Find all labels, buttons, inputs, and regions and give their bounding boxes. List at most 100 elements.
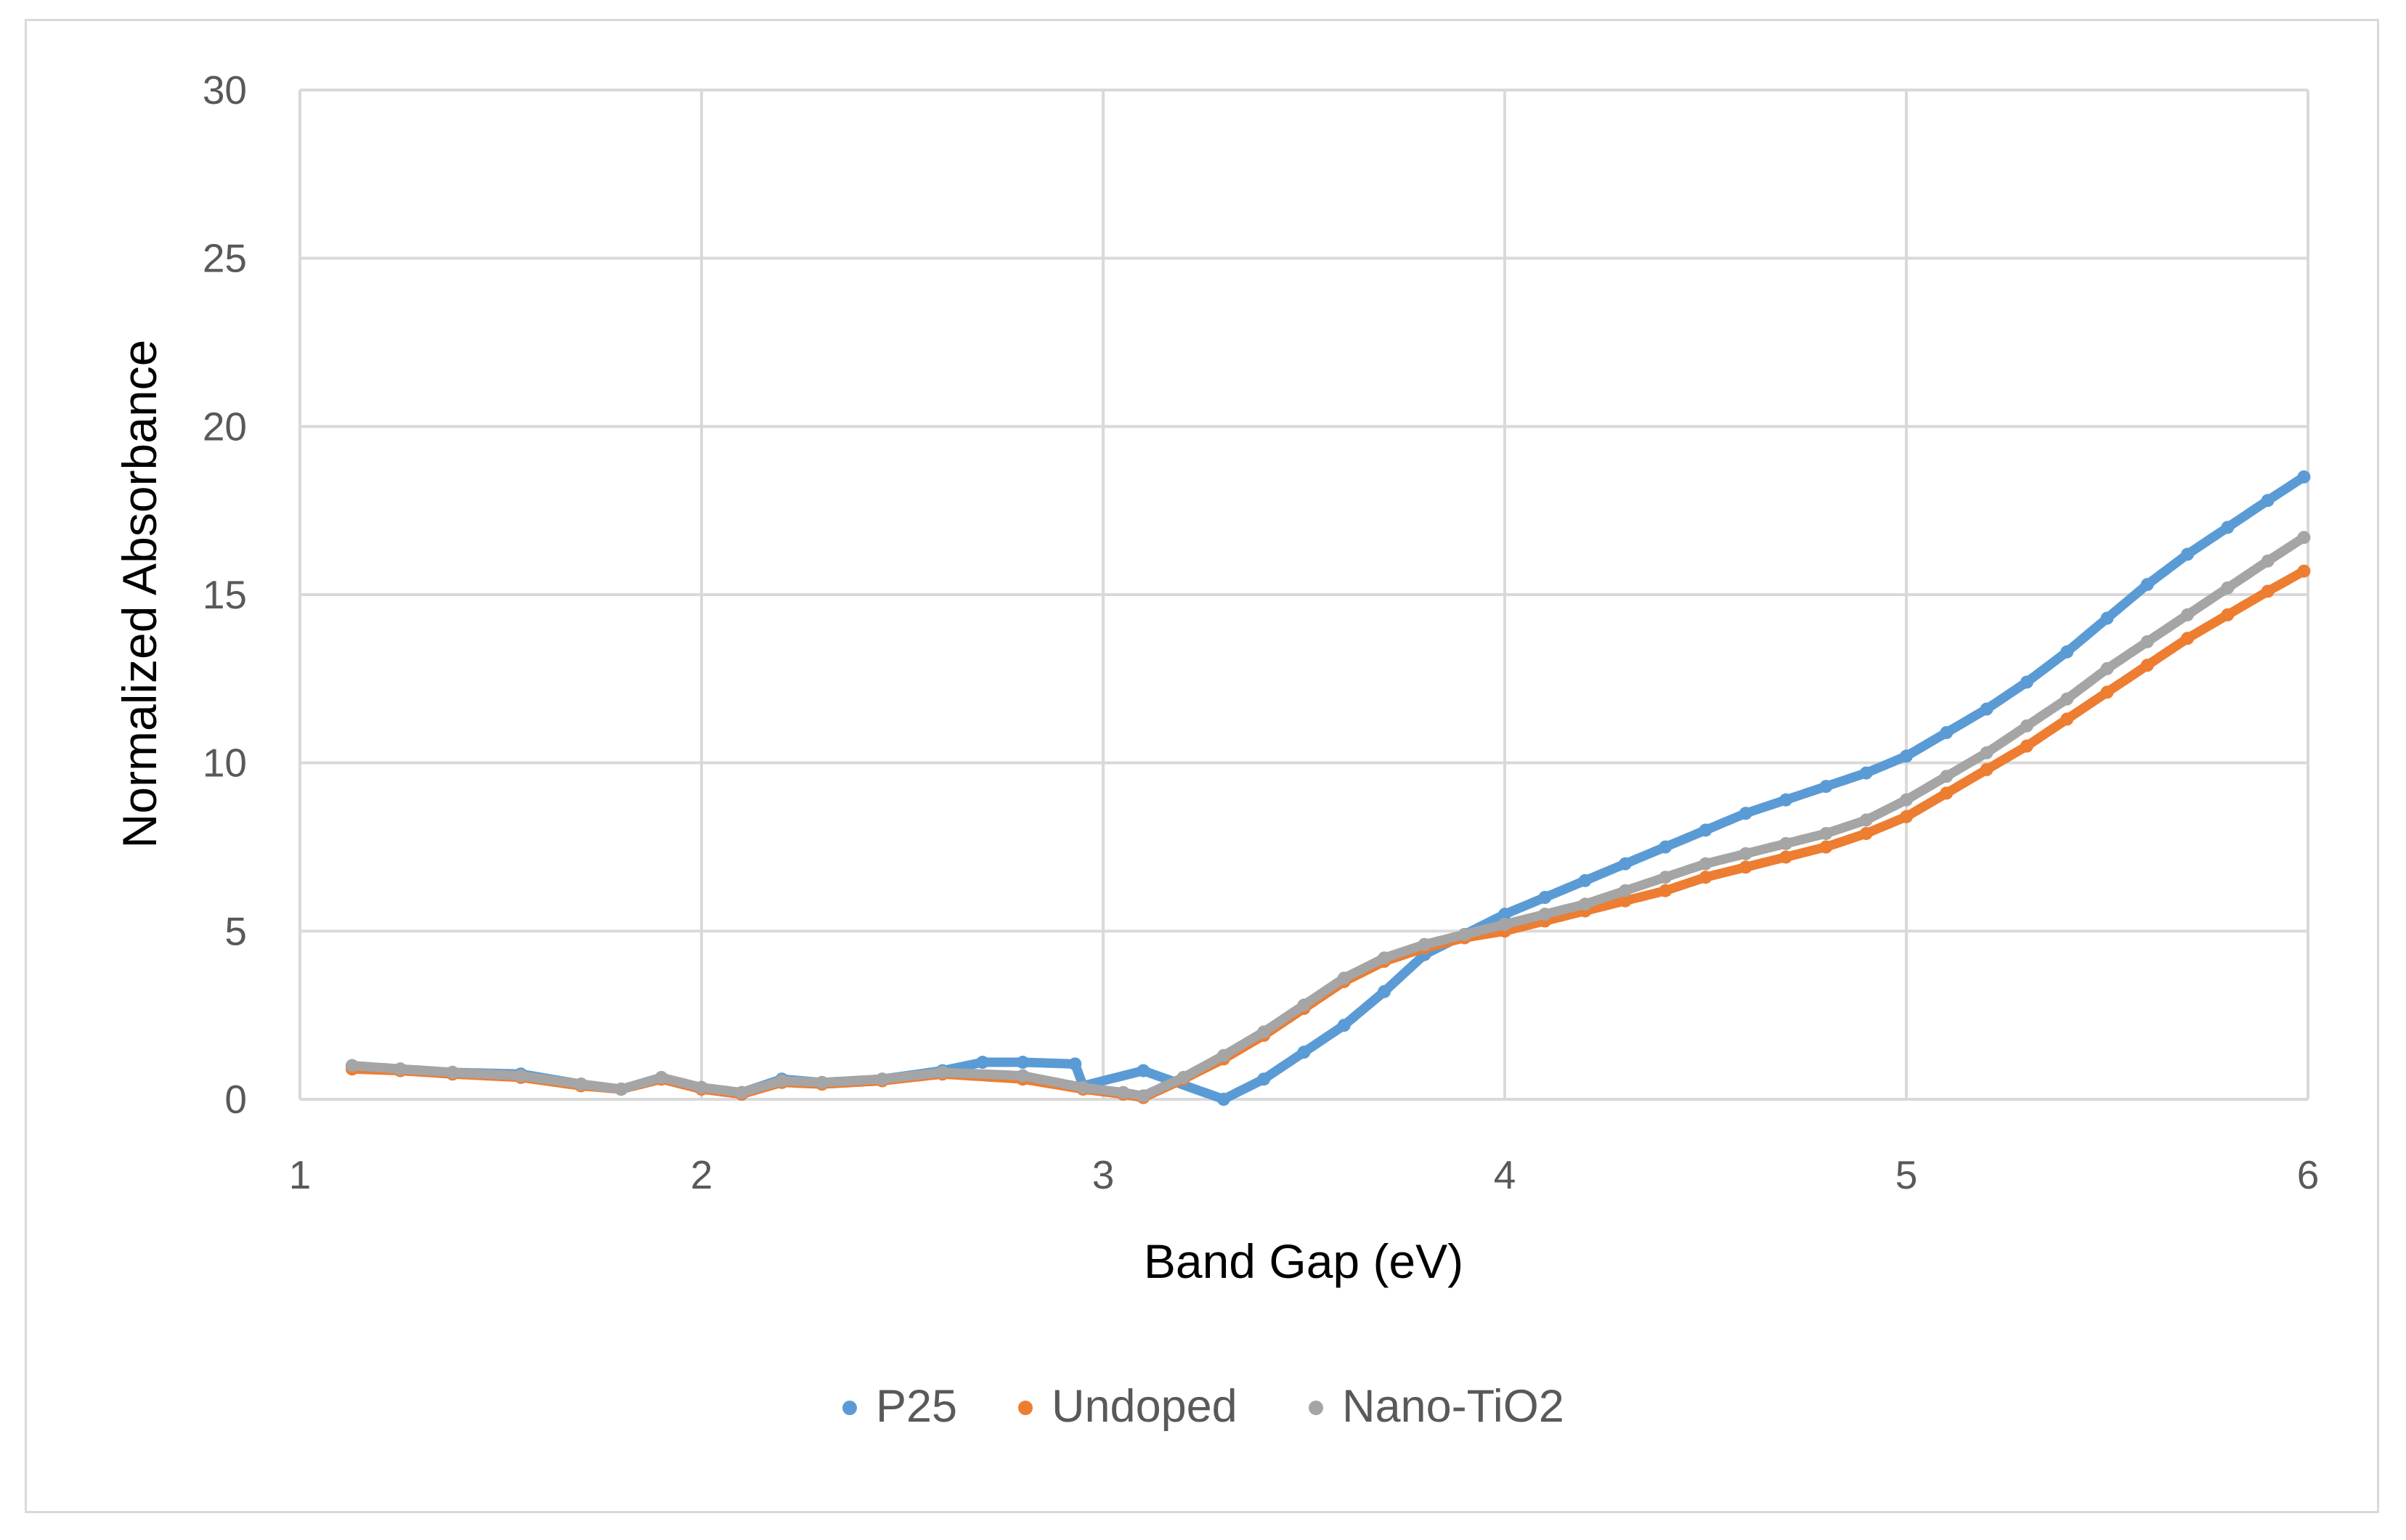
data-point	[1538, 908, 1552, 921]
data-point	[1257, 1072, 1271, 1086]
data-point	[1659, 871, 1673, 884]
data-point	[1819, 826, 1833, 840]
legend-label: P25	[876, 1381, 957, 1432]
data-point	[2297, 531, 2311, 545]
series-layer	[345, 470, 2311, 1106]
data-point	[1137, 1089, 1150, 1103]
data-point	[2140, 578, 2154, 592]
data-point	[1659, 840, 1673, 854]
x-tick-label: 3	[1092, 1152, 1115, 1197]
legend-label: Nano-TiO2	[1342, 1381, 1564, 1432]
y-tick-label: 5	[224, 908, 247, 953]
data-point	[2060, 645, 2074, 659]
legend-label: Undoped	[1052, 1381, 1237, 1432]
data-point	[1819, 780, 1833, 794]
data-point	[1659, 884, 1673, 897]
data-point	[2100, 661, 2114, 675]
data-point	[1940, 725, 1954, 739]
data-point	[1699, 823, 1712, 837]
data-point	[1819, 840, 1833, 854]
y-tick-label: 15	[203, 572, 247, 617]
series-nano-tio2	[345, 531, 2311, 1103]
x-axis-ticks: 1 2 3 4 5 6	[289, 1152, 2320, 1197]
x-tick-label: 4	[1494, 1152, 1516, 1197]
data-point	[2020, 675, 2033, 689]
y-tick-label: 20	[203, 404, 247, 449]
data-point	[2100, 685, 2114, 699]
data-point	[1498, 908, 1511, 921]
data-point	[1859, 826, 1873, 840]
y-axis-ticks: 0 5 10 15 20 25 30	[203, 68, 247, 1122]
series-undoped	[345, 564, 2311, 1104]
data-point	[574, 1077, 588, 1091]
y-tick-label: 0	[224, 1077, 247, 1122]
data-point	[1216, 1048, 1230, 1062]
data-point	[1068, 1057, 1082, 1071]
data-point	[2140, 659, 2154, 672]
data-point	[1337, 1019, 1351, 1032]
data-point	[514, 1069, 528, 1083]
data-point	[1016, 1069, 1030, 1083]
data-point	[1739, 847, 1752, 860]
data-point	[1739, 807, 1752, 820]
data-point	[1900, 749, 1913, 763]
data-point	[1498, 918, 1511, 932]
y-tick-label: 10	[203, 741, 247, 786]
data-point	[2261, 584, 2275, 598]
x-tick-label: 1	[289, 1152, 312, 1197]
x-tick-label: 6	[2297, 1152, 2320, 1197]
data-point	[2221, 608, 2235, 622]
legend-marker	[842, 1401, 857, 1415]
data-point	[1779, 793, 1793, 807]
data-point	[1297, 998, 1311, 1012]
legend: P25 Undoped Nano-TiO2	[842, 1381, 1564, 1432]
data-point	[345, 1059, 359, 1072]
data-point	[1940, 786, 1954, 800]
data-point	[2181, 632, 2195, 645]
data-point	[1016, 1056, 1030, 1070]
data-point	[1378, 951, 1391, 965]
data-point	[1940, 770, 1954, 783]
data-point	[1618, 857, 1632, 871]
data-point	[2020, 739, 2033, 753]
legend-marker	[1309, 1401, 1323, 1415]
data-point	[2181, 547, 2195, 561]
data-point	[1699, 871, 1712, 884]
data-point	[1116, 1085, 1130, 1099]
data-point	[1699, 857, 1712, 871]
data-point	[875, 1072, 889, 1086]
data-point	[1578, 873, 1592, 887]
data-point	[1378, 985, 1391, 998]
data-point	[1618, 884, 1632, 897]
data-point	[1137, 1064, 1150, 1077]
data-point	[1980, 762, 1994, 776]
data-point	[1076, 1080, 1090, 1094]
data-point	[935, 1065, 949, 1079]
data-point	[1859, 813, 1873, 827]
data-point	[1779, 850, 1793, 864]
y-tick-label: 25	[203, 236, 247, 281]
data-point	[1458, 927, 1471, 941]
legend-marker	[1018, 1401, 1033, 1415]
data-point	[614, 1083, 628, 1096]
x-tick-label: 2	[691, 1152, 713, 1197]
data-point	[1980, 702, 1994, 716]
data-point	[2297, 470, 2311, 484]
data-point	[735, 1085, 749, 1099]
data-point	[775, 1074, 789, 1088]
data-point	[1418, 937, 1431, 951]
data-point	[2100, 611, 2114, 625]
series-line	[347, 532, 2309, 1101]
data-point	[2060, 692, 2074, 706]
data-point	[1980, 746, 1994, 759]
data-point	[1859, 766, 1873, 780]
data-point	[2181, 608, 2195, 622]
data-point	[394, 1062, 407, 1076]
data-point	[1739, 860, 1752, 874]
series-line	[347, 566, 2309, 1103]
data-point	[1578, 897, 1592, 911]
series-line	[347, 472, 2309, 1104]
y-axis-title: Normalized Absorbance	[113, 340, 166, 849]
data-point	[815, 1075, 829, 1089]
